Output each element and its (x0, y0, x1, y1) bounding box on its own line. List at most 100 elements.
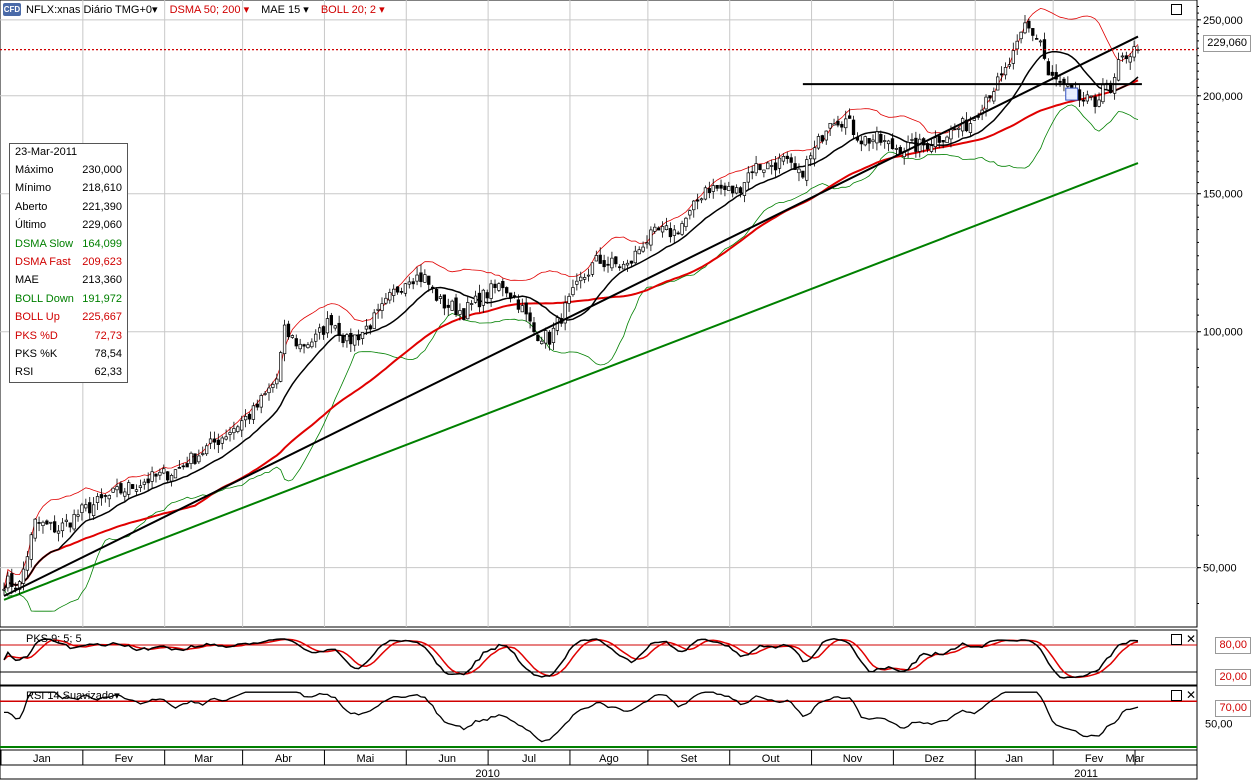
candle-body (812, 147, 817, 160)
candle-body (162, 468, 166, 474)
x-month-label: Jun (438, 753, 456, 765)
candle-body (146, 478, 150, 484)
info-label: DSMA Slow (15, 237, 74, 250)
candle-body (832, 123, 836, 126)
candle-body (875, 131, 879, 144)
candle-body (723, 185, 727, 191)
candle-body (637, 249, 641, 255)
candle-body (173, 469, 178, 479)
candle-body (208, 438, 213, 444)
pks-close-icon[interactable]: ✕ (1186, 632, 1197, 646)
info-value: 230,000 (82, 164, 122, 176)
candle-body (1031, 28, 1035, 36)
x-month-label: Fev (115, 753, 134, 765)
candle-body (458, 310, 462, 315)
candle-body (364, 325, 369, 330)
dsma-indicator-label[interactable]: DSMA 50; 200 ▾ (169, 4, 250, 16)
candle-body (290, 335, 295, 338)
info-label: MAE (15, 274, 39, 287)
candle-body (1093, 96, 1097, 107)
candle-body (84, 504, 88, 509)
candle-body (863, 136, 867, 146)
candle-body (551, 327, 556, 343)
x-month-label: Fev (1085, 753, 1104, 765)
candle-body (547, 331, 552, 345)
candle-body (49, 521, 53, 524)
candle-body (134, 489, 139, 492)
candle-body (450, 300, 454, 311)
candle-body (267, 387, 271, 394)
rsi-maximize-button[interactable] (1171, 690, 1182, 701)
candle-body (158, 471, 162, 476)
rsi-line (4, 691, 1139, 743)
x-month-label: Mar (194, 753, 213, 765)
candle-body (286, 323, 291, 338)
candle-body (925, 143, 930, 150)
candle-body (462, 308, 466, 320)
candle-body (508, 292, 513, 299)
candle-body (329, 315, 333, 326)
candle-body (836, 120, 840, 126)
candle-body (337, 322, 341, 336)
boll-indicator-label[interactable]: BOLL 20; 2 ▾ (320, 4, 385, 16)
candle-body (473, 295, 478, 303)
candle-body (33, 518, 37, 539)
candle-body (797, 168, 801, 174)
candle-body (91, 504, 96, 516)
y-tick-label: 100,000 (1203, 327, 1243, 339)
candle-body (968, 123, 973, 133)
candle-body (380, 303, 384, 311)
candle-body (415, 274, 419, 282)
candle-body (251, 405, 256, 420)
candle-body (945, 136, 949, 144)
maximize-button[interactable] (1171, 4, 1182, 15)
candle-body (680, 223, 684, 235)
rsi-panel-label[interactable]: RSI 14 Suavizado▾ (26, 690, 120, 702)
candle-body (1011, 50, 1015, 64)
candle-body (781, 156, 786, 162)
y-tick-label: 150,000 (1203, 189, 1243, 201)
candle-body (820, 135, 825, 142)
candle-body (6, 575, 10, 589)
candle-body (828, 122, 832, 129)
candle-body (516, 299, 521, 310)
candle-body (423, 274, 427, 283)
candle-body (719, 184, 723, 189)
candle-body (489, 283, 493, 299)
x-month-label: Out (762, 753, 780, 765)
candle-body (575, 280, 579, 285)
info-label: DSMA Fast (15, 255, 71, 268)
data-window: 23-Mar-2011 Máximo 230,000 Mínimo 218,610 Ab… (9, 143, 128, 383)
pks-maximize-button[interactable] (1171, 634, 1182, 645)
candle-body (80, 504, 84, 513)
candle-body (1124, 55, 1128, 60)
candle-body (894, 148, 899, 150)
mae-line (3, 50, 1139, 590)
mae-indicator-label[interactable]: MAE 15 ▾ (261, 4, 309, 16)
rsi-close-icon[interactable]: ✕ (1186, 688, 1197, 702)
candle-body (349, 332, 353, 345)
candle-body (345, 334, 349, 342)
candle-body (641, 246, 645, 252)
pks-panel (0, 629, 1198, 686)
candle-body (618, 266, 622, 269)
candle-body (469, 303, 474, 305)
candle-body (886, 140, 891, 145)
candle-body (177, 467, 182, 469)
candle-body (64, 519, 69, 522)
candle-body (520, 305, 524, 313)
candle-body (360, 332, 365, 339)
candle-body (625, 262, 630, 266)
pks-panel-label[interactable]: PKS 9; 5; 5 (26, 633, 82, 645)
x-year-label: 2011 (1074, 768, 1098, 780)
info-value: 164,099 (82, 237, 122, 250)
candle-body (1116, 59, 1121, 81)
info-value: 62,33 (94, 366, 122, 379)
candle-body (809, 155, 813, 160)
candle-body (411, 281, 415, 285)
symbol-selector[interactable]: NFLX:xnas Diário TMG+0▾ (26, 4, 158, 16)
info-row: DSMA Fast 209,623 (10, 253, 127, 271)
candle-body (477, 292, 482, 308)
